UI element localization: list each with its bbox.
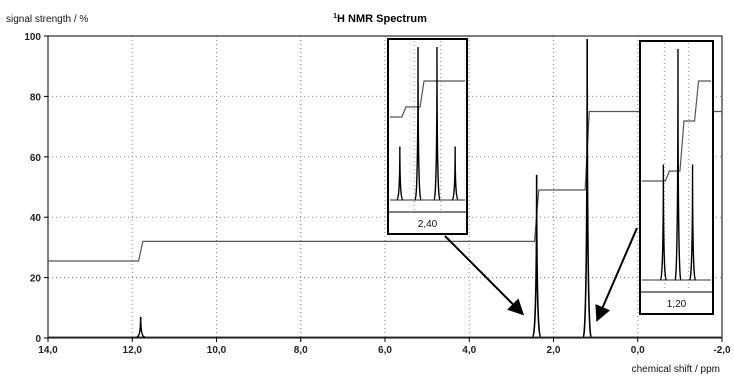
y-tick-label: 80 — [30, 92, 42, 103]
axes — [44, 35, 723, 342]
inset-panels: 2,40 1,20 — [387, 38, 714, 315]
y-tick-label: 40 — [30, 213, 42, 224]
arrow-to-1-20 — [595, 227, 638, 322]
spectrum-trace — [48, 39, 722, 338]
inset-frame — [639, 40, 714, 315]
x-tick-label: 10,0 — [207, 345, 227, 356]
inset-frame — [387, 38, 468, 235]
plot-frame — [47, 35, 723, 339]
y-tick-label: 20 — [30, 274, 42, 285]
inset-panel: 1,20 — [639, 40, 714, 315]
y-tick-label: 60 — [30, 153, 42, 164]
x-tick-label: 6,0 — [378, 345, 392, 356]
y-axis-label: signal strength / % — [6, 14, 88, 25]
inset-peak — [433, 46, 441, 201]
inset-panel: 2,40 — [387, 38, 468, 235]
x-tick-label: 4,0 — [462, 345, 476, 356]
title-text: H NMR Spectrum — [337, 13, 427, 25]
inset-peak — [396, 146, 404, 201]
x-tick-label: 8,0 — [294, 345, 308, 356]
x-tick-label: 0,0 — [631, 345, 645, 356]
inset-label: 2,40 — [418, 219, 438, 230]
inset-peak — [688, 164, 697, 281]
tick-labels: 14,0 12,0 10,0 8,0 6,0 4,0 2,0 0,0 -2,0 0 20 40 60 80… — [24, 32, 731, 356]
x-axis-label: chemical shift / ppm — [632, 364, 720, 375]
arrow-to-2-40 — [444, 235, 525, 316]
x-tick-label: 12,0 — [123, 345, 143, 356]
inset-peak — [659, 164, 668, 281]
title-superscript: 1 — [333, 13, 337, 20]
y-tick-label: 100 — [24, 32, 41, 43]
spectrum-peak — [531, 174, 542, 338]
chart-title: 1H NMR Spectrum — [333, 13, 427, 25]
inset-peak — [451, 146, 459, 201]
x-tick-label: -2,0 — [713, 345, 731, 356]
inset-peak — [674, 48, 682, 281]
callout-arrows — [444, 227, 638, 322]
x-tick-label: 2,0 — [547, 345, 561, 356]
inset-peak — [414, 46, 422, 201]
spectrum-peak — [582, 39, 592, 338]
inset-label: 1,20 — [667, 299, 687, 310]
inset-integration — [390, 80, 465, 118]
inset-integration — [642, 80, 711, 182]
grid — [48, 36, 722, 338]
y-tick-label: 0 — [35, 334, 41, 345]
x-tick-label: 14,0 — [38, 345, 58, 356]
spectrum-peak — [136, 316, 145, 338]
